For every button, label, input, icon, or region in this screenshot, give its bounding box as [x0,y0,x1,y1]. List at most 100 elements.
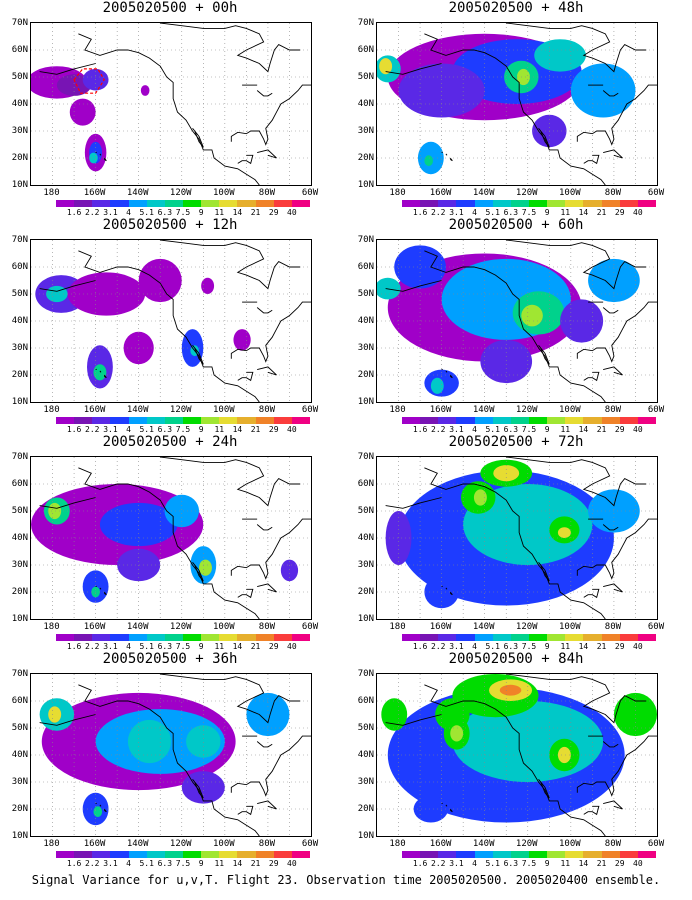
colorbar-label: 2.2 [85,642,100,651]
colorbar-label: 2.2 [85,425,100,434]
colorbar-label: 14 [232,642,243,651]
colorbar-swatch [547,417,566,424]
variance-contour [89,152,98,164]
lon-tick-label: 140W [126,622,149,632]
variance-contour [381,698,408,731]
colorbar-label: 11 [214,208,225,217]
lon-tick-label: 140W [472,839,495,849]
colorbar-swatch [438,851,457,858]
lat-tick-label: 30N [11,777,28,787]
lon-tick-label: 160W [429,622,452,632]
colorbar-swatch [547,634,566,641]
variance-contour [534,39,586,72]
lat-tick-label: 70N [357,235,374,245]
lon-tick-label: 140W [472,405,495,415]
colorbar-label: 3.1 [103,642,118,651]
colorbar-swatch [438,634,457,641]
lat-tick-label: 60N [11,45,28,55]
lat-tick-label: 60N [11,262,28,272]
lon-tick-label: 140W [126,405,149,415]
lat-tick-label: 20N [11,587,28,597]
coastline [445,587,448,590]
colorbar-swatch [492,200,511,207]
coastline [602,741,619,748]
variance-contour [46,285,68,303]
colorbar-labels: 1.6 2.2 3.1 4 5.1 6.3 7.5 9 11 14 21 29 40 [44,425,310,435]
colorbar-label: 9 [198,642,204,651]
colorbar-label: 29 [268,859,279,868]
panel-title: 2005020500 + 72h [448,434,584,450]
colorbar-swatch [219,851,238,858]
colorbar-swatch [164,200,183,207]
colorbar-swatch [291,851,310,858]
colorbar-label: 7.5 [521,425,537,434]
colorbar [56,851,310,858]
colorbar-swatch [182,851,202,858]
colorbar-swatch [164,851,183,858]
forecast-panel: 2005020500 + 00h 70N 60N 50N 40N 30N 20N 10N 180… [0,0,340,217]
lon-tick-label: 100W [213,622,235,632]
colorbar-swatch [474,851,493,858]
figure-caption: Signal Variance for u,v,T. Flight 23. Ob… [31,873,661,887]
lon-tick-label: 120W [515,188,538,198]
colorbar-label: 2.2 [85,859,100,868]
colorbar-label: 7.5 [175,859,191,868]
colorbar-label: 4 [126,208,131,217]
coastline [506,240,647,290]
lat-tick-label: 50N [11,506,28,516]
colorbar-swatch [92,851,111,858]
coastline [39,714,96,726]
colorbar-swatch [291,200,310,207]
colorbar-swatch [255,200,274,207]
lat-tick-label: 50N [357,506,374,516]
colorbar-label: 5.1 [139,208,154,217]
colorbar-swatch [438,200,457,207]
variance-contour [186,725,221,758]
variance-contour [93,364,107,381]
coastline [99,370,102,373]
lon-tick-label: 80W [258,188,276,198]
colorbar-label: 40 [287,642,297,651]
colorbar-label: 7.5 [175,208,191,217]
colorbar-swatch [128,200,147,207]
lat-tick-label: 10N [357,614,374,624]
variance-contour [164,494,199,528]
colorbar-swatch [164,417,183,424]
lat-tick-label: 20N [357,587,374,597]
lon-tick-label: 100W [213,839,235,849]
colorbar-swatch [56,851,75,858]
variance-contour [201,277,215,294]
lat-tick-label: 10N [357,831,374,841]
lat-tick-label: 40N [357,750,374,760]
lat-tick-label: 30N [11,343,28,353]
variance-contour [430,377,444,394]
coastline [603,149,623,159]
coastline [256,307,273,314]
coastline [160,240,301,290]
colorbar-label: 2.2 [431,425,446,434]
colorbar-label: 3.1 [449,859,464,868]
lon-tick-label: 160W [83,188,106,198]
colorbar-swatch [74,200,93,207]
colorbar-swatch [56,200,75,207]
coastline [103,157,107,162]
coastline [449,374,453,379]
variance-contour [127,719,171,764]
lon-tick-label: 160W [83,839,106,849]
colorbar-swatch [201,200,220,207]
colorbar-label: 21 [596,425,607,434]
colorbar-swatch [110,634,129,641]
colorbar-label: 1.6 [66,425,82,434]
colorbar-label: 6.3 [157,208,173,217]
colorbar-label: 29 [268,642,279,651]
coastline [237,154,254,165]
lat-tick-label: 20N [11,370,28,380]
forecast-panel: 2005020500 + 12h 70N 60N 50N 40N 30N 20N 10N 180… [0,217,340,434]
colorbar-swatch [74,851,93,858]
coastline [602,90,619,97]
lat-tick-label: 40N [11,750,28,760]
coastline [576,301,657,363]
colorbar-swatch [201,851,220,858]
lat-tick-label: 30N [357,777,374,787]
coastline [506,674,647,724]
